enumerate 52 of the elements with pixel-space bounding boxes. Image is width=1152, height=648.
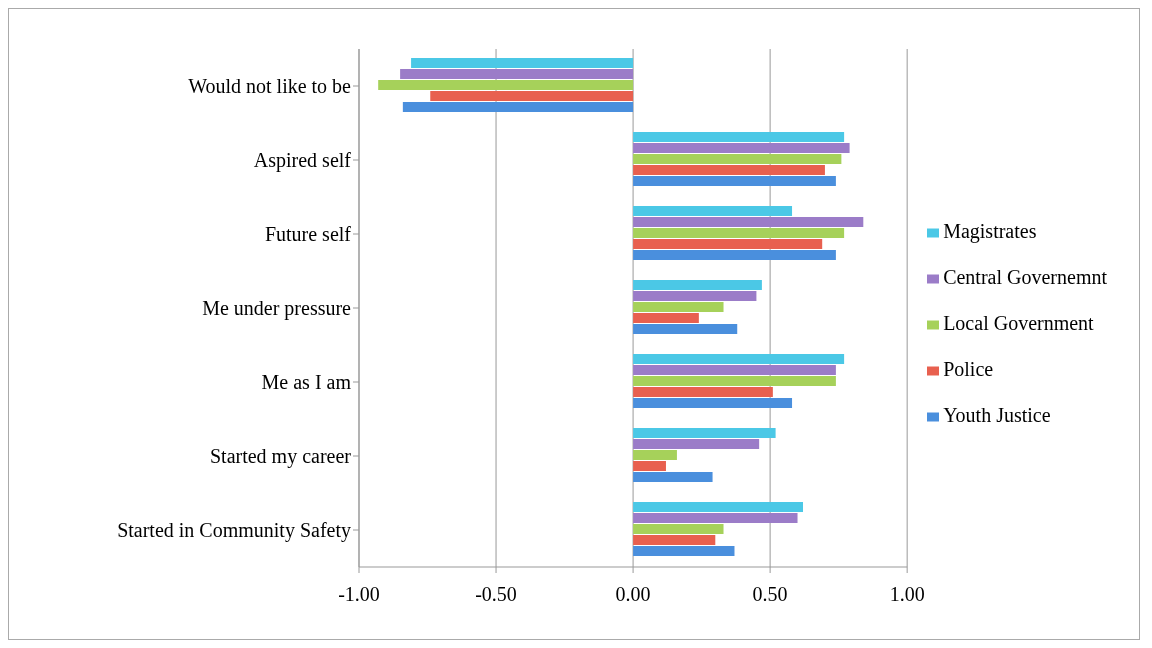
bar <box>633 153 842 164</box>
bar <box>633 364 836 375</box>
legend-label: Central Governemnt <box>943 266 1107 288</box>
y-tick-label: Me as I am <box>261 371 352 394</box>
bar <box>633 523 724 534</box>
y-tick-label: Me under pressure <box>202 297 352 321</box>
y-tick-label: Aspired self <box>253 149 352 173</box>
bar <box>633 131 845 142</box>
legend-label: Local Government <box>943 312 1094 334</box>
bar <box>633 449 677 460</box>
bar <box>633 142 850 153</box>
bar <box>402 101 634 112</box>
bar <box>633 301 724 312</box>
bar <box>633 545 735 556</box>
x-tick-label: 0.00 <box>615 583 651 606</box>
bar <box>633 427 776 438</box>
bar <box>633 534 716 545</box>
bar <box>633 353 845 364</box>
bar <box>633 175 836 186</box>
bar <box>430 90 634 101</box>
x-tick-label: -1.00 <box>338 583 380 606</box>
bar <box>633 227 845 238</box>
bar <box>633 501 804 512</box>
bar <box>378 79 634 90</box>
bar <box>633 238 823 249</box>
bar <box>633 471 713 482</box>
y-tick-label: Would not like to be <box>188 75 352 98</box>
bar <box>633 397 793 408</box>
bar <box>633 216 864 227</box>
bar <box>400 68 634 79</box>
bar <box>633 164 825 175</box>
bar <box>633 205 793 216</box>
bar <box>633 386 773 397</box>
x-tick-label: 0.50 <box>752 583 788 606</box>
bar <box>633 312 699 323</box>
bar <box>633 375 836 386</box>
x-tick-label: 1.00 <box>889 583 925 606</box>
y-tick-label: Started in Community Safety <box>117 519 351 543</box>
bar <box>633 323 738 334</box>
y-tick-label: Started my career <box>209 445 352 469</box>
bar <box>633 460 666 471</box>
bar <box>633 512 798 523</box>
y-tick-label: Future self <box>264 223 352 246</box>
legend-label: Magistrates <box>943 220 1037 242</box>
legend-label: Youth Justice <box>943 404 1051 426</box>
bar <box>633 279 762 290</box>
legend-label: Police <box>943 358 994 380</box>
bar <box>411 57 634 68</box>
bar <box>633 290 757 301</box>
bar <box>633 438 760 449</box>
bar <box>633 249 836 260</box>
x-tick-label: -0.50 <box>475 583 517 606</box>
